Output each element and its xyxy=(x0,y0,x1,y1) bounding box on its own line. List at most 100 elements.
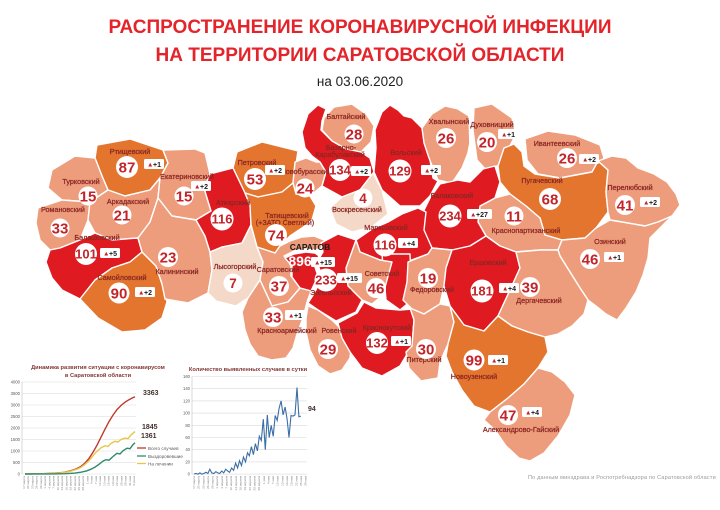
svg-text:2500: 2500 xyxy=(11,414,21,419)
svg-text:129: 129 xyxy=(389,164,411,179)
svg-text:+4: +4 xyxy=(508,286,516,293)
svg-text:16 апреля: 16 апреля xyxy=(239,476,243,491)
svg-text:46: 46 xyxy=(582,251,599,268)
svg-text:1845: 1845 xyxy=(142,424,158,431)
svg-text:▲: ▲ xyxy=(268,168,274,175)
svg-text:17 марта: 17 марта xyxy=(22,476,26,489)
svg-text:60: 60 xyxy=(185,435,190,440)
svg-text:87: 87 xyxy=(119,159,136,176)
svg-text:31 мая: 31 мая xyxy=(128,476,132,486)
svg-text:Татищевский: Татищевский xyxy=(265,211,309,220)
svg-text:13 апреля: 13 апреля xyxy=(60,476,64,491)
svg-text:Красноармейский: Красноармейский xyxy=(257,326,316,335)
svg-text:53: 53 xyxy=(247,171,264,188)
svg-text:1500: 1500 xyxy=(11,437,21,442)
svg-text:Балтайский: Балтайский xyxy=(327,112,366,121)
svg-text:10 апреля: 10 апреля xyxy=(229,476,233,491)
svg-text:46: 46 xyxy=(368,280,385,297)
svg-text:Энгельсский: Энгельсский xyxy=(310,288,352,297)
svg-text:116: 116 xyxy=(212,212,233,227)
svg-text:26: 26 xyxy=(559,150,576,167)
svg-text:1 апреля: 1 апреля xyxy=(215,476,219,489)
svg-text:896: 896 xyxy=(288,253,312,269)
svg-text:▲: ▲ xyxy=(288,313,294,320)
svg-text:25 мая: 25 мая xyxy=(119,476,123,486)
svg-text:+2: +2 xyxy=(588,157,596,164)
svg-text:+2: +2 xyxy=(430,168,438,175)
svg-text:Марксовский: Марксовский xyxy=(364,223,407,232)
svg-text:Краснокутский: Краснокутский xyxy=(363,323,412,332)
svg-text:28: 28 xyxy=(346,126,363,143)
svg-text:1 апреля: 1 апреля xyxy=(43,476,47,489)
svg-text:▲: ▲ xyxy=(424,168,430,175)
svg-text:1000: 1000 xyxy=(11,449,21,454)
svg-text:▲: ▲ xyxy=(401,241,407,248)
svg-text:134: 134 xyxy=(329,163,351,178)
svg-text:Пугачевский: Пугачевский xyxy=(521,176,562,185)
svg-text:▲: ▲ xyxy=(314,260,320,267)
svg-text:140: 140 xyxy=(183,386,191,391)
svg-text:500: 500 xyxy=(13,460,21,465)
svg-text:Новобурасский: Новобурасский xyxy=(281,167,332,176)
svg-text:Хвалынский: Хвалынский xyxy=(429,117,470,126)
svg-text:7 апреля: 7 апреля xyxy=(52,476,56,489)
svg-text:37: 37 xyxy=(271,278,288,295)
svg-text:4 апреля: 4 апреля xyxy=(220,476,224,489)
svg-text:4 апреля: 4 апреля xyxy=(47,476,51,489)
svg-text:16 мая: 16 мая xyxy=(107,476,111,486)
svg-text:20 марта: 20 марта xyxy=(197,476,201,489)
svg-text:28 апреля: 28 апреля xyxy=(257,476,261,491)
svg-text:29: 29 xyxy=(320,341,337,358)
svg-text:7: 7 xyxy=(229,276,237,291)
svg-text:16 апреля: 16 апреля xyxy=(64,476,68,491)
svg-text:23 марта: 23 марта xyxy=(31,476,35,489)
svg-text:+27: +27 xyxy=(476,212,488,219)
svg-text:2000: 2000 xyxy=(11,426,21,431)
svg-text:22 мая: 22 мая xyxy=(294,476,298,486)
svg-text:▲: ▲ xyxy=(147,162,153,169)
svg-text:Ершовский: Ершовский xyxy=(469,258,506,267)
svg-text:▲: ▲ xyxy=(502,286,508,293)
svg-text:15: 15 xyxy=(176,188,193,205)
svg-text:181: 181 xyxy=(471,284,493,299)
svg-text:99: 99 xyxy=(466,352,483,369)
svg-text:▲: ▲ xyxy=(103,251,109,258)
svg-text:3500: 3500 xyxy=(11,391,21,396)
svg-text:▲: ▲ xyxy=(138,290,144,297)
svg-text:33: 33 xyxy=(52,220,69,237)
svg-text:+5: +5 xyxy=(109,251,117,258)
svg-text:Ровенский: Ровенский xyxy=(322,326,357,335)
svg-text:19 апреля: 19 апреля xyxy=(243,476,247,491)
svg-text:11: 11 xyxy=(506,208,522,225)
svg-text:Лысогорский: Лысогорский xyxy=(214,262,257,271)
svg-text:33: 33 xyxy=(265,309,282,326)
svg-text:▲: ▲ xyxy=(394,339,400,346)
svg-text:15: 15 xyxy=(80,188,97,205)
svg-text:Петровский: Петровский xyxy=(238,158,277,167)
svg-text:Базарно-: Базарно- xyxy=(326,143,357,152)
svg-text:+1: +1 xyxy=(613,255,621,262)
svg-text:120: 120 xyxy=(183,398,191,403)
svg-text:13 мая: 13 мая xyxy=(102,476,106,486)
svg-text:47: 47 xyxy=(500,407,517,424)
svg-text:+1: +1 xyxy=(400,339,408,346)
svg-text:13 апреля: 13 апреля xyxy=(234,476,238,491)
svg-text:160: 160 xyxy=(183,374,191,379)
svg-text:132: 132 xyxy=(366,336,388,351)
svg-text:+15: +15 xyxy=(346,276,358,283)
svg-text:40: 40 xyxy=(185,447,190,452)
svg-text:+2: +2 xyxy=(649,200,657,207)
svg-text:Карабулакский: Карабулакский xyxy=(315,150,365,159)
svg-text:Всего случаев: Всего случаев xyxy=(148,446,179,451)
svg-text:Питерский: Питерский xyxy=(406,355,441,364)
svg-text:26 марта: 26 марта xyxy=(206,476,210,489)
svg-text:Екатериновский: Екатериновский xyxy=(160,172,214,181)
svg-text:80: 80 xyxy=(185,423,190,428)
svg-text:1361: 1361 xyxy=(141,433,157,440)
svg-text:Количество выявленных случаев: Количество выявленных случаев в сутки xyxy=(189,367,308,373)
svg-text:в Саратовской области: в Саратовской области xyxy=(65,372,132,379)
svg-text:74: 74 xyxy=(268,227,285,244)
svg-text:22 апреля: 22 апреля xyxy=(73,476,77,491)
svg-text:10 мая: 10 мая xyxy=(276,476,280,486)
svg-text:▲: ▲ xyxy=(643,200,649,207)
